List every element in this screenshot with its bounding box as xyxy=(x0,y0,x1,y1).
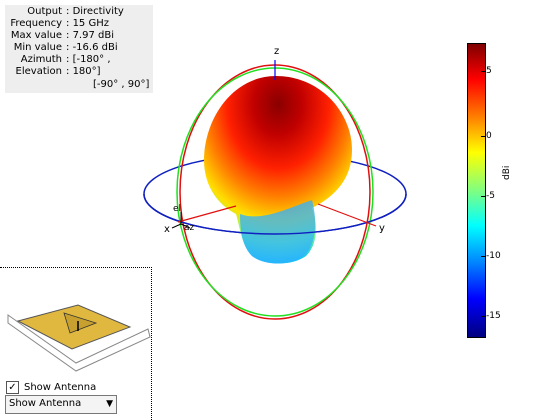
show-antenna-checkbox[interactable]: ✓ xyxy=(6,381,19,394)
preview-border-top xyxy=(0,267,152,268)
azimuth-ring-front xyxy=(143,193,407,235)
show-antenna-label: Show Antenna xyxy=(24,382,97,393)
el-axis-label: el xyxy=(173,204,182,214)
info-row-frequency: Frequency : 15 GHz xyxy=(5,18,153,30)
colorbar-tick: 5 xyxy=(481,66,492,76)
colorbar-unit-label: dBi xyxy=(502,165,512,180)
info-value: : 180°] xyxy=(66,66,101,77)
preview-border-right xyxy=(151,267,152,420)
ground-plane-outline xyxy=(7,314,151,372)
info-row-elevation: Elevation : 180°] xyxy=(5,66,153,78)
x-axis-label: x xyxy=(164,224,170,235)
info-value: : 15 GHz xyxy=(66,18,109,29)
antenna-preview[interactable] xyxy=(0,267,152,420)
info-row-min: Min value : -16.6 dBi xyxy=(5,42,153,54)
az-axis-label: az xyxy=(184,223,195,233)
info-elevation-range: [-90° , 90°] xyxy=(93,79,150,90)
chevron-down-icon: ▼ xyxy=(106,399,113,409)
info-row-output: Output : Directivity xyxy=(5,6,153,18)
colorbar-tick: -15 xyxy=(481,311,501,321)
info-value: : Directivity xyxy=(66,6,124,17)
colorbar xyxy=(467,43,486,338)
info-value: : [-180° , xyxy=(66,54,111,65)
z-axis-label: z xyxy=(274,46,280,57)
info-value: : -16.6 dBi xyxy=(66,42,118,53)
info-value: : 7.97 dBi xyxy=(66,30,114,41)
info-row-max: Max value : 7.97 dBi xyxy=(5,30,153,42)
patch-element xyxy=(63,312,98,334)
info-key: Azimuth xyxy=(20,54,62,65)
radiation-pattern-lower xyxy=(240,200,316,264)
x-axis xyxy=(177,205,237,223)
info-panel: Output : Directivity Frequency : 15 GHz … xyxy=(5,5,153,93)
colorbar-tick: -5 xyxy=(481,191,495,201)
triad-x xyxy=(171,223,182,229)
info-key: Max value xyxy=(10,30,62,41)
y-axis-label: y xyxy=(379,223,385,234)
info-key: Min value xyxy=(13,42,62,53)
info-key: Elevation xyxy=(15,66,62,77)
y-axis xyxy=(317,203,377,227)
triad-az xyxy=(180,223,191,229)
info-key: Output xyxy=(27,6,62,17)
info-key: Frequency xyxy=(10,18,62,29)
antenna-display-dropdown[interactable]: Show Antenna ▼ xyxy=(5,395,117,414)
info-row-azimuth: Azimuth : [-180° , xyxy=(5,54,153,66)
dropdown-value: Show Antenna xyxy=(9,398,82,409)
colorbar-tick: 0 xyxy=(481,131,492,141)
colorbar-tick: -10 xyxy=(481,251,501,261)
